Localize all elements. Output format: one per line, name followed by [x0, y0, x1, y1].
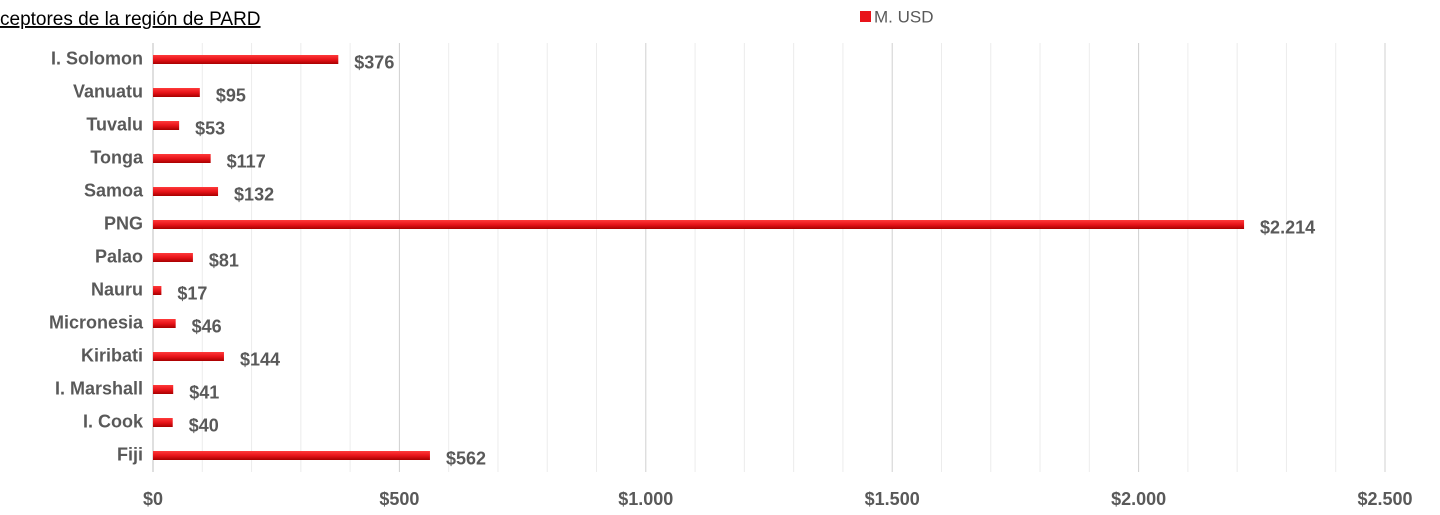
value-label: $117 [227, 151, 266, 171]
value-label: $132 [234, 184, 274, 204]
value-label: $41 [189, 382, 219, 402]
y-tick-label: Samoa [84, 180, 144, 200]
bar [153, 121, 180, 130]
value-label: $46 [192, 316, 222, 336]
y-tick-label: Nauru [91, 279, 143, 299]
y-tick-label: Vanuatu [73, 81, 143, 101]
x-tick-label: $2.500 [1357, 489, 1412, 509]
value-label: $95 [216, 85, 246, 105]
y-tick-label: Tonga [90, 147, 144, 167]
y-tick-label: I. Cook [83, 411, 144, 431]
bar [153, 253, 193, 262]
y-tick-label: I. Marshall [55, 378, 143, 398]
value-label: $376 [354, 52, 394, 72]
bar [153, 220, 1245, 229]
bar [153, 154, 211, 163]
value-label: $81 [209, 250, 239, 270]
bar [153, 319, 176, 328]
bar [153, 385, 174, 394]
bar [153, 55, 339, 64]
y-tick-label: I. Solomon [51, 48, 143, 68]
bar [153, 352, 224, 361]
x-tick-label: $0 [143, 489, 163, 509]
y-tick-label: Micronesia [49, 312, 144, 332]
value-label: $2.214 [1260, 217, 1315, 237]
x-tick-label: $1.000 [618, 489, 673, 509]
legend-swatch [860, 11, 871, 22]
y-tick-label: Fiji [117, 444, 143, 464]
y-tick-label: PNG [104, 213, 143, 233]
y-tick-label: Tuvalu [86, 114, 143, 134]
value-label: $562 [446, 448, 486, 468]
x-tick-label: $1.500 [865, 489, 920, 509]
x-tick-label: $500 [379, 489, 419, 509]
y-tick-label: Palao [95, 246, 143, 266]
value-label: $40 [189, 415, 219, 435]
value-label: $53 [195, 118, 225, 138]
x-tick-label: $2.000 [1111, 489, 1166, 509]
bar [153, 88, 200, 97]
y-tick-label: Kiribati [81, 345, 143, 365]
legend-label: M. USD [874, 7, 934, 26]
chart-title: ceptores de la región de PARD [0, 9, 261, 30]
bar [153, 286, 162, 295]
bar [153, 418, 173, 427]
value-label: $144 [240, 349, 280, 369]
bar [153, 187, 219, 196]
bar [153, 451, 430, 460]
value-label: $17 [177, 283, 207, 303]
